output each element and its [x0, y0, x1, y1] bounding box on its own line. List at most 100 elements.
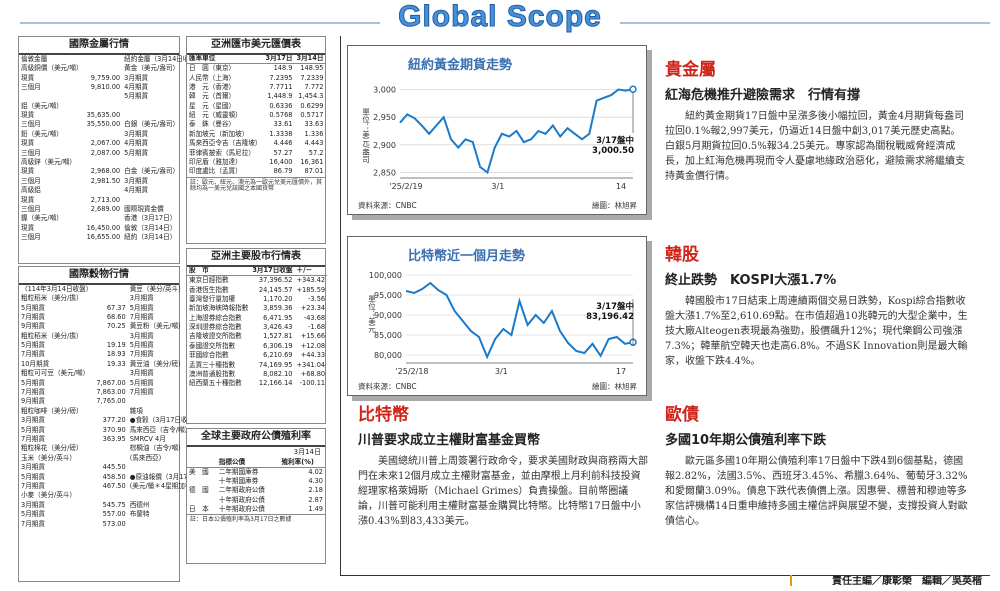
table-cell: 1,527.81 [263, 332, 293, 341]
table-header-row: 匯率單位 3月17日 3月14日 [187, 54, 326, 65]
table-cell [94, 331, 127, 340]
table-row: 泰國證交所指數 6,306.19 +12.08 [187, 342, 327, 351]
table-cell: 377.20 [102, 416, 126, 425]
table-cell: 7月期貨 [21, 350, 45, 359]
btc-chart: 比特幣近一個月走勢 80,000 85,000 90,000 95,000 100,00… [347, 236, 647, 396]
table-cell: -1.68 [308, 323, 326, 332]
table-cell: 白銀（美元/盎司） [124, 120, 180, 129]
metals-table: 倫敦金屬 紐約金屬（3月14日收盤） 高級銅價（美元/噸） 黃金（美元/盎司） 現貨 9,… [19, 55, 238, 243]
table-row: 高級銅價（美元/噸） 黃金（美元/盎司） [19, 64, 238, 73]
table-cell: 黃豆粉（美元/噸） [129, 322, 185, 331]
table-cell: 4月期貨 [124, 139, 149, 148]
credits-marker [790, 575, 792, 586]
x-tick-label: 17 [616, 367, 626, 376]
table-row: 東京日經指數 37,396.52 +343.42 [187, 276, 327, 285]
table-cell: 4.30 [308, 476, 323, 485]
table-cell: 三個月 [21, 204, 41, 213]
table-header-cell [187, 457, 217, 468]
y-tick-label: 80,000 [374, 351, 402, 360]
korea-article-headline: 終止跌勢 KOSPI大漲1.7% [665, 273, 837, 288]
table-cell: 7月期貨 [129, 388, 154, 397]
table-cell: 3,859.36 [263, 304, 293, 313]
table-cell: +341.04 [296, 360, 326, 369]
table-cell [85, 64, 123, 73]
table-cell: ●原油報價（3月17日） [129, 472, 201, 481]
table-cell: (美元/桶＊4星期加權) [129, 481, 195, 490]
table-cell: 三個月 [21, 176, 41, 185]
table-row: 菲國綜合指數 6,210.69 +44.33 [187, 351, 327, 360]
gold-article-body: 紐約黃金期貨17日盤中呈漲多後小幅拉回，黃金4月期貨每盎司拉回0.1%報2,99… [665, 111, 965, 182]
gold-article: 貴金屬 紅海危機推升避險需求 行情有撐 紐約黃金期貨17日盤中呈漲多後小幅拉回，… [665, 55, 970, 184]
euro-article-body: 歐元區多國10年期公債殖利率17日盤中下跌4到6個基點，德國報2.82%，法國3… [665, 456, 968, 527]
series-line [405, 281, 634, 360]
x-tick-label: 14 [616, 182, 626, 191]
table-header-cell: 匯率單位 [187, 54, 264, 65]
table-row: 菲律賓披索（馬尼拉） 57.27 57.2 [187, 148, 325, 157]
table-cell: 3月期貨 [129, 294, 154, 303]
table-row: 孟買三十種指數 74,169.95 +341.04 [187, 360, 327, 369]
table-cell: 5月期貨 [129, 378, 154, 387]
y-tick-label: 95,000 [374, 291, 402, 300]
table-cell: 1,170.20 [263, 294, 293, 303]
table-cell: 573.00 [102, 519, 126, 528]
table-cell: 2,067.00 [90, 139, 121, 148]
gold-chart: 紐約黃金期貨走勢 2,850 2,900 2,950 3,000 '25/2/19 3/1… [347, 45, 647, 215]
table-row: 印尼盾（雅加達） 16,400 16,361 [187, 158, 325, 167]
table-cell: 7.2339 [300, 73, 324, 82]
table-row: 印度盧比（孟買） 86.79 87.01 [187, 167, 325, 176]
table-cell: 3月期貨 [21, 463, 45, 472]
table-row: 澳洲普通股指數 8,082.10 +68.80 [187, 370, 327, 379]
table-row: 新加坡海峽時報指數 3,859.36 +23.34 [187, 304, 327, 313]
table-cell: 57.2 [308, 148, 324, 157]
table-cell: 1,448.9 [267, 92, 293, 101]
table-cell: 臺灣發行量加權 [189, 294, 236, 303]
table-cell: 3,426.43 [263, 323, 293, 332]
table-cell: 5月期貨 [124, 148, 149, 157]
table-cell: 現貨 [21, 73, 35, 82]
korea-article: 韓股 終止跌勢 KOSPI大漲1.7% 韓國股市17日結束上周連續兩個交易日跌勢… [665, 240, 970, 369]
bottom-rule [340, 575, 990, 576]
x-tick-label: '25/2/19 [389, 182, 422, 191]
euro-article-headline: 多國10年期公債殖利率下跌 [665, 433, 827, 448]
table-cell: 人民幣（上海） [189, 73, 236, 82]
table-cell: 國際現貨金價 [124, 204, 164, 213]
table-cell: 三個月 [21, 148, 41, 157]
table-cell [85, 101, 123, 110]
table-cell: 3月期貨 [129, 369, 154, 378]
table-cell: 紐西蘭五十種指數 [189, 379, 242, 388]
stock-table: 股 市 3月17日收盤 ＋/－ 東京日經指數 37,396.52 +343.42 香港恆生指… [187, 266, 328, 389]
table-cell: -3.56 [308, 294, 326, 303]
table-cell: 0.5768 [269, 111, 293, 120]
table-cell: 現貨 [21, 223, 35, 232]
table-cell: 16,450.00 [86, 223, 121, 232]
table-header-cell: 3月17日收盤 [250, 266, 295, 277]
table-row: 倫敦金屬 紐約金屬（3月14日收盤） [19, 55, 238, 64]
table-cell: 5月期貨 [21, 378, 45, 387]
table-cell: 鉛（美元/噸） [21, 129, 63, 138]
table-cell: 16,400 [269, 158, 293, 167]
table-cell: 5月期貨 [129, 341, 154, 350]
table-row: 十年期政府公債 2.87 [187, 495, 325, 504]
table-cell: 10月期貨 [21, 359, 50, 368]
table-header-row: 股 市 3月17日收盤 ＋/－ [187, 266, 328, 277]
table-row: 現貨 35,635.00 [19, 111, 238, 120]
y-tick-label: 2,950 [373, 113, 396, 122]
table-cell: 黃豆（美分/英斗） [129, 284, 185, 293]
table-cell: 紐約（3月14日） [124, 233, 177, 242]
table-cell: 2,087.00 [90, 148, 121, 157]
table-cell: 74,169.95 [258, 360, 293, 369]
chart-source: 資料來源：CNBC [358, 200, 417, 210]
table-row: 臺灣發行量加權 1,170.20 -3.56 [187, 295, 327, 304]
table-cell: 3月期貨 [21, 500, 45, 509]
column-divider [340, 36, 341, 576]
table-cell: 7,863.00 [96, 388, 126, 397]
table-cell: 現貨 [21, 195, 35, 204]
table-cell: 1.3338 [269, 129, 293, 138]
table-cell: 7月期貨 [21, 519, 45, 528]
table-cell: +68.80 [300, 370, 326, 379]
table-row: 馬來西亞令吉（吉隆坡） 4.446 4.443 [187, 139, 325, 148]
table-row: 10月期貨 19.33 黃豆油（美分/磅） [19, 360, 243, 369]
table-cell: 4月期貨 [124, 186, 149, 195]
table-cell: 日 圓（東京） [189, 64, 236, 73]
table-cell: 4.443 [304, 139, 324, 148]
